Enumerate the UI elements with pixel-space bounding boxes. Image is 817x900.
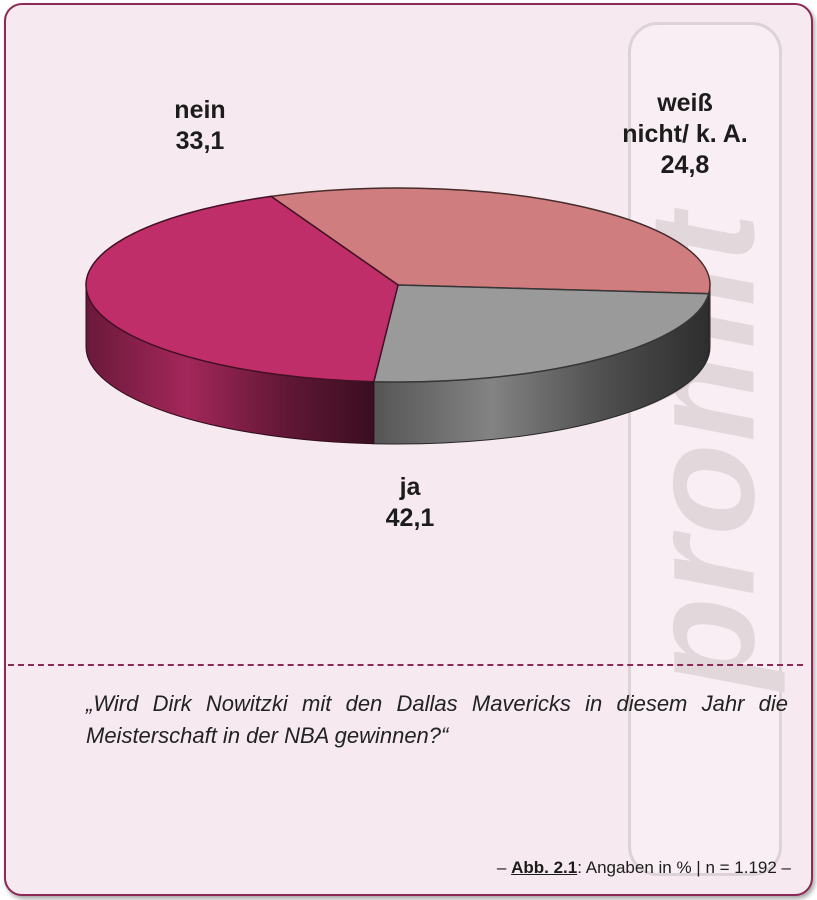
label-ja: ja 42,1 xyxy=(345,472,475,534)
footer-text: : Angaben in % | n = 1.192 – xyxy=(577,858,791,877)
label-ja-name: ja xyxy=(399,473,421,501)
label-ja-value: 42,1 xyxy=(385,504,435,532)
pie-slice-0 xyxy=(269,187,711,295)
survey-question: „Wird Dirk Nowitzki mit den Dallas Maver… xyxy=(86,691,788,748)
label-weiss-line1: weiß xyxy=(657,89,713,117)
footer-dash: – xyxy=(496,858,507,877)
figure-footer: – Abb. 2.1: Angaben in % | n = 1.192 – xyxy=(497,858,791,878)
figure-ref: Abb. 2.1 xyxy=(511,858,578,877)
label-weiss-value: 24,8 xyxy=(660,151,710,179)
label-nein-name: nein xyxy=(174,96,226,124)
watermark-box xyxy=(628,22,782,876)
pie-slice-1 xyxy=(372,284,710,383)
chart-frame xyxy=(4,3,813,896)
label-weiss-nicht: weiß nicht/ k. A. 24,8 xyxy=(590,88,780,181)
pie-slice-2 xyxy=(85,195,399,383)
label-nein: nein 33,1 xyxy=(130,95,270,157)
label-nein-value: 33,1 xyxy=(175,127,225,155)
label-weiss-line2: nicht/ k. A. xyxy=(622,120,748,148)
dashed-divider xyxy=(8,664,803,666)
